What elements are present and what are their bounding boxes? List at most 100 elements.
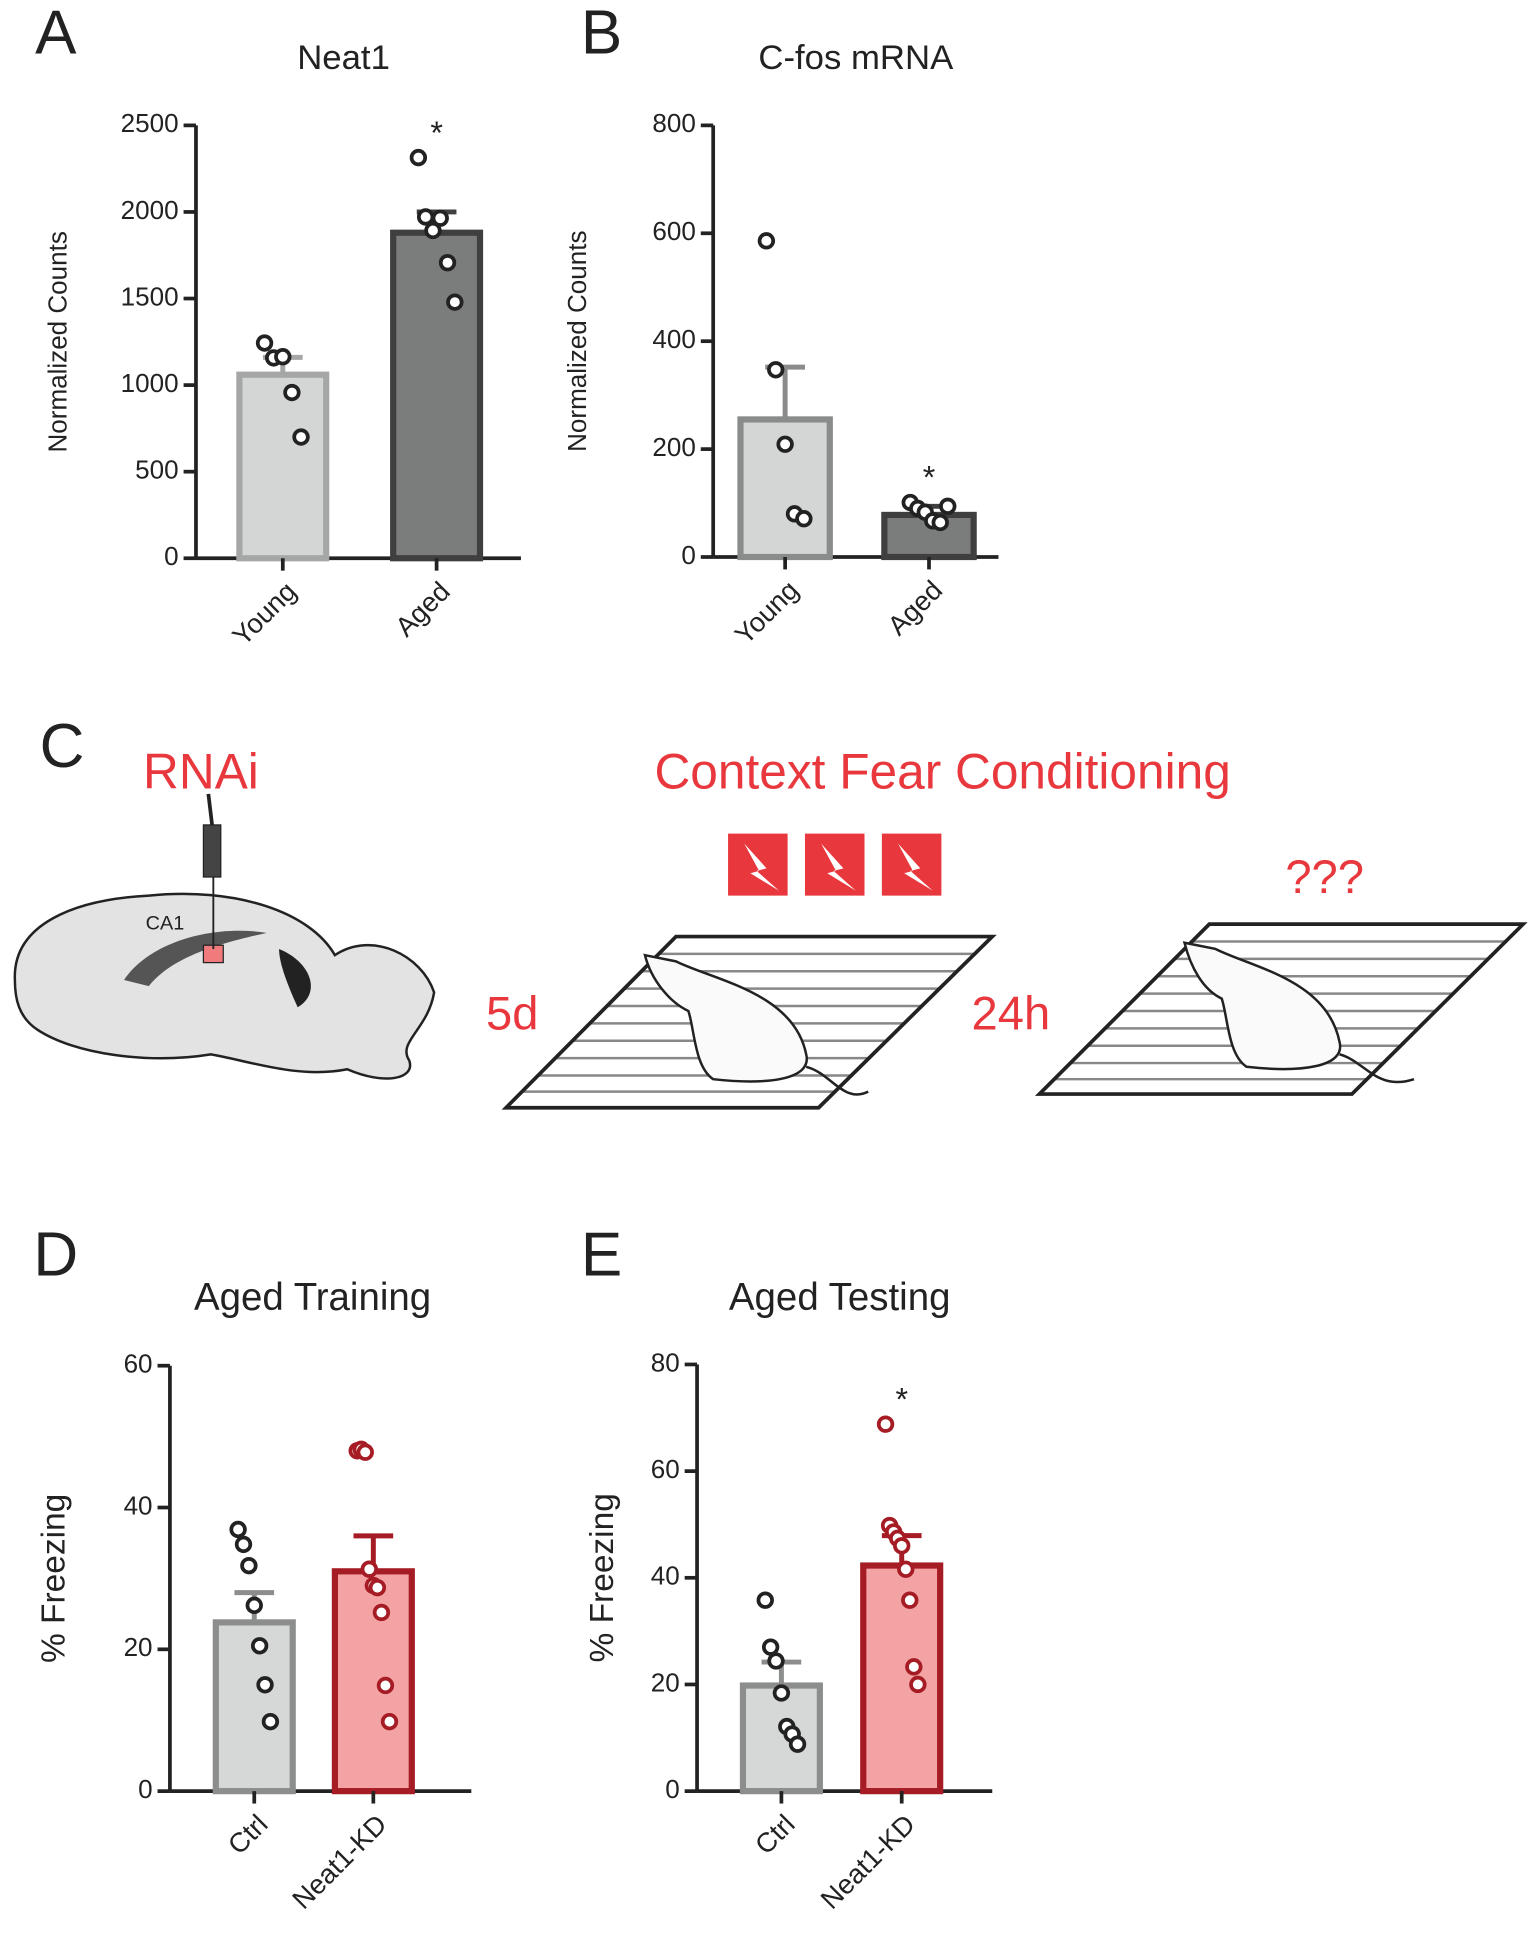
bar bbox=[390, 229, 484, 562]
data-point bbox=[767, 1652, 785, 1670]
data-point bbox=[431, 209, 449, 227]
y-tick-label: 60 bbox=[651, 1454, 680, 1484]
y-tick-label: 200 bbox=[652, 432, 695, 462]
chart-title: C-fos mRNA bbox=[758, 39, 954, 77]
diagram: C RNAi Context Fear Conditioning 5d 24h … bbox=[13, 712, 1528, 1110]
data-point bbox=[931, 513, 949, 532]
y-axis-label: Normalized Counts bbox=[42, 231, 72, 452]
data-point bbox=[905, 1658, 923, 1676]
data-point bbox=[446, 293, 464, 311]
y-tick-label: 400 bbox=[652, 324, 695, 354]
region-label: CA1 bbox=[146, 912, 185, 934]
y-tick-label: 2000 bbox=[121, 195, 179, 225]
data-point bbox=[229, 1520, 247, 1539]
y-tick-label: 0 bbox=[164, 541, 178, 571]
data-point bbox=[876, 1415, 895, 1433]
mouse bbox=[1182, 941, 1415, 1084]
data-point bbox=[274, 348, 292, 366]
y-tick-label: 1000 bbox=[121, 368, 179, 398]
data-point bbox=[245, 1596, 263, 1615]
data-point bbox=[772, 1684, 791, 1702]
data-point bbox=[376, 1676, 395, 1695]
significance-mark: * bbox=[923, 460, 936, 496]
data-point bbox=[261, 1712, 280, 1731]
chart-title: Aged Training bbox=[194, 1276, 431, 1319]
x-tick-label: Neat1-KD bbox=[286, 1808, 393, 1915]
syringe bbox=[202, 824, 222, 878]
chart-title: Aged Testing bbox=[729, 1276, 951, 1319]
data-point bbox=[795, 510, 813, 528]
data-point bbox=[438, 254, 457, 272]
data-point bbox=[409, 148, 428, 167]
data-point bbox=[356, 1443, 374, 1461]
y-tick-label: 40 bbox=[124, 1490, 153, 1520]
chart-title: Neat1 bbox=[297, 39, 390, 77]
brain bbox=[13, 892, 436, 1080]
data-point bbox=[893, 1537, 911, 1555]
panel-label: D bbox=[33, 1220, 78, 1289]
y-tick-label: 600 bbox=[652, 216, 695, 246]
y-tick-label: 0 bbox=[138, 1774, 152, 1804]
data-point bbox=[292, 428, 310, 446]
y-axis-label: Normalized Counts bbox=[562, 231, 592, 452]
data-point bbox=[250, 1637, 269, 1655]
injection-label: RNAi bbox=[143, 743, 259, 799]
panel-label: C bbox=[40, 712, 85, 781]
data-point bbox=[380, 1712, 399, 1731]
bar bbox=[331, 1568, 415, 1795]
y-tick-label: 80 bbox=[651, 1347, 680, 1377]
protocol-title: Context Fear Conditioning bbox=[654, 743, 1230, 799]
data-point bbox=[767, 361, 785, 379]
data-point bbox=[776, 435, 794, 453]
data-point bbox=[761, 1638, 780, 1656]
data-point bbox=[234, 1535, 253, 1554]
delay-label: 5d bbox=[486, 987, 538, 1040]
data-point bbox=[756, 1591, 774, 1609]
syringe-tip bbox=[206, 793, 214, 826]
data-point bbox=[939, 497, 957, 515]
data-point bbox=[283, 383, 301, 402]
data-point bbox=[360, 1560, 378, 1578]
mouse bbox=[643, 953, 869, 1096]
y-axis-label: % Freezing bbox=[584, 1493, 621, 1662]
data-point bbox=[372, 1603, 391, 1622]
data-point bbox=[416, 208, 435, 226]
y-tick-label: 0 bbox=[681, 540, 695, 570]
y-tick-label: 60 bbox=[124, 1349, 153, 1379]
data-point bbox=[256, 1676, 274, 1694]
x-tick-label: Aged bbox=[881, 574, 948, 641]
x-tick-label: Ctrl bbox=[222, 1808, 274, 1860]
x-tick-label: Young bbox=[728, 574, 804, 650]
data-point bbox=[368, 1578, 387, 1597]
x-tick-label: Aged bbox=[389, 575, 456, 642]
data-point bbox=[897, 1560, 915, 1578]
y-tick-label: 800 bbox=[652, 108, 695, 138]
data-point bbox=[901, 1591, 919, 1609]
y-tick-label: 500 bbox=[135, 455, 178, 485]
data-point bbox=[424, 221, 442, 240]
y-tick-label: 0 bbox=[665, 1774, 679, 1804]
ventricle bbox=[279, 948, 311, 1008]
x-tick-label: Young bbox=[226, 575, 302, 651]
data-point bbox=[255, 334, 274, 352]
x-tick-label: Neat1-KD bbox=[814, 1808, 921, 1915]
panel-label: E bbox=[581, 1220, 622, 1289]
y-tick-label: 40 bbox=[651, 1561, 680, 1591]
data-point bbox=[788, 1735, 807, 1753]
y-tick-label: 1500 bbox=[121, 281, 179, 311]
hippocampus bbox=[124, 930, 267, 987]
panel-label: A bbox=[35, 0, 77, 68]
delay-label: 24h bbox=[972, 987, 1051, 1040]
significance-mark: * bbox=[895, 1381, 908, 1417]
significance-mark: * bbox=[430, 115, 443, 151]
y-tick-label: 2500 bbox=[121, 108, 179, 138]
y-tick-label: 20 bbox=[124, 1632, 153, 1662]
data-point bbox=[240, 1556, 258, 1575]
outcome-label: ??? bbox=[1285, 850, 1364, 903]
data-point bbox=[909, 1675, 927, 1694]
y-tick-label: 20 bbox=[651, 1667, 680, 1697]
panel-label: B bbox=[581, 0, 622, 68]
y-axis-label: % Freezing bbox=[36, 1494, 73, 1663]
